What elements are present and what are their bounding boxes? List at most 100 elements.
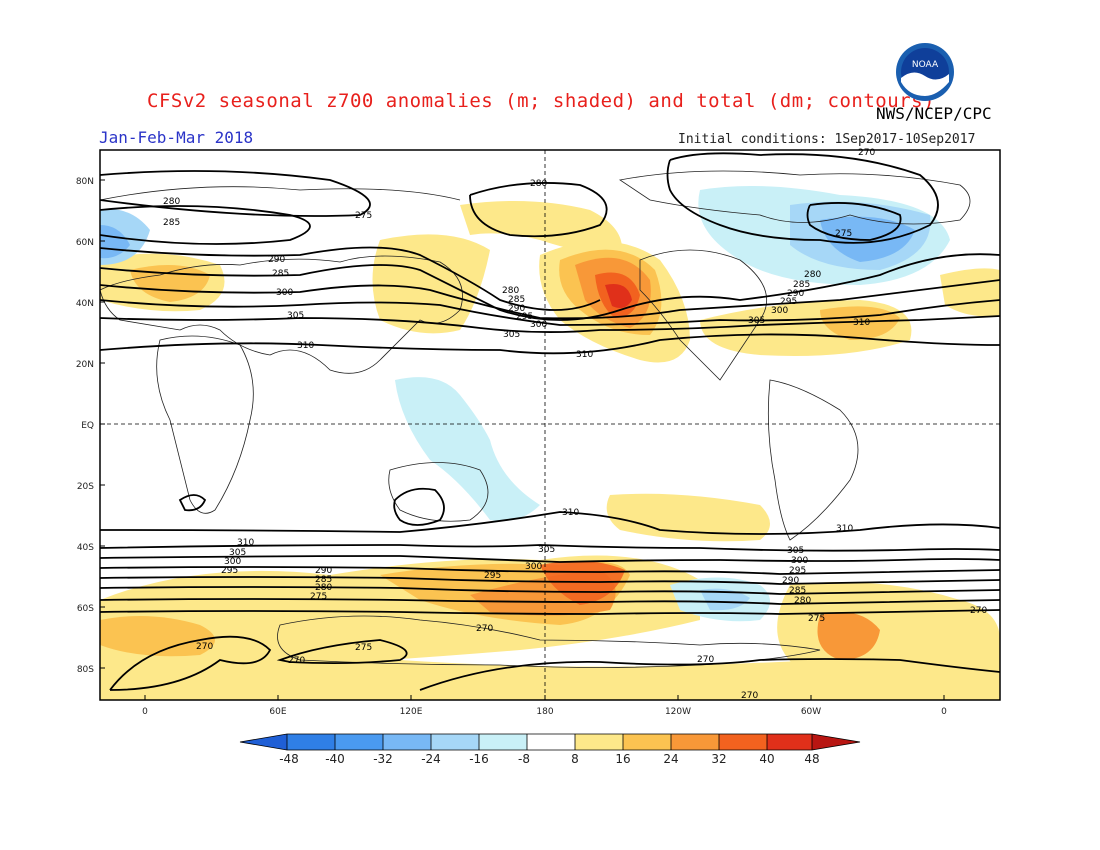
anomaly-shading bbox=[100, 186, 1000, 700]
contour-label: 280 bbox=[315, 583, 332, 593]
colorbar-bin bbox=[527, 734, 575, 750]
coastlines bbox=[100, 170, 971, 668]
contour-label: 300 bbox=[530, 320, 547, 330]
colorbar-label: 24 bbox=[663, 752, 678, 766]
contour-label: 295 bbox=[484, 571, 501, 581]
contour-label: 295 bbox=[516, 312, 533, 322]
lon-tick: 0 bbox=[941, 707, 947, 717]
lon-tick: 60W bbox=[801, 707, 821, 717]
contour-label: 295 bbox=[789, 566, 806, 576]
contour-label: 285 bbox=[793, 280, 810, 290]
lat-tick: 40N bbox=[76, 299, 94, 309]
contour-label: 285 bbox=[789, 586, 806, 596]
contour-label: 290 bbox=[508, 304, 525, 314]
contour-label: 285 bbox=[315, 575, 332, 585]
contour-label: 270 bbox=[196, 642, 213, 652]
colorbar-label: 8 bbox=[571, 752, 579, 766]
colorbar-bin bbox=[431, 734, 479, 750]
lon-tick: 180 bbox=[536, 707, 553, 717]
colorbar-bin bbox=[767, 734, 812, 750]
contour-label: 280 bbox=[794, 596, 811, 606]
contour-label: 280 bbox=[502, 286, 519, 296]
colorbar-label: 40 bbox=[759, 752, 774, 766]
season-label: Jan-Feb-Mar 2018 bbox=[99, 128, 254, 147]
lat-tick: EQ bbox=[81, 421, 94, 431]
contour-label: 280 bbox=[163, 197, 180, 207]
colorbar-bin bbox=[335, 734, 383, 750]
contour-label: 285 bbox=[272, 269, 289, 279]
contour-label: 305 bbox=[748, 316, 765, 326]
lon-tick: 60E bbox=[269, 707, 286, 717]
colorbar-bin bbox=[623, 734, 671, 750]
contour-label: 270 bbox=[970, 606, 987, 616]
contour-label: 270 bbox=[697, 655, 714, 665]
contour-label: 285 bbox=[508, 295, 525, 305]
contour-label: 275 bbox=[835, 229, 852, 239]
lat-tick: 80N bbox=[76, 177, 94, 187]
lon-tick: 0 bbox=[142, 707, 148, 717]
contour-label: 300 bbox=[791, 556, 808, 566]
contour-label: 280 bbox=[530, 179, 547, 189]
chart-title: CFSv2 seasonal z700 anomalies (m; shaded… bbox=[147, 90, 935, 112]
lon-axis: 0 60E 120E 180 120W 60W 0 bbox=[142, 695, 947, 717]
initial-conditions-label: Initial conditions: 1Sep2017-10Sep2017 bbox=[678, 132, 976, 147]
contour-labels: 280 285 275 280 290 285 300 305 310 280 … bbox=[163, 148, 987, 701]
lat-tick: 20S bbox=[77, 482, 94, 492]
colorbar-bin bbox=[287, 734, 335, 750]
contour-label: 270 bbox=[288, 656, 305, 666]
contour-label: 300 bbox=[771, 306, 788, 316]
colorbar-bin bbox=[671, 734, 719, 750]
colorbar: -48 -40 -32 -24 -16 -8 8 16 24 32 40 48 bbox=[239, 733, 861, 766]
contour-label: 305 bbox=[229, 548, 246, 558]
lat-tick: 60N bbox=[76, 238, 94, 248]
contour-label: 270 bbox=[476, 624, 493, 634]
contour-label: 300 bbox=[276, 288, 293, 298]
contour-label: 300 bbox=[525, 562, 542, 572]
contour-label: 275 bbox=[355, 643, 372, 653]
lat-tick: 60S bbox=[77, 604, 94, 614]
contour-label: 305 bbox=[287, 311, 304, 321]
lat-tick: 20N bbox=[76, 360, 94, 370]
contour-label: 310 bbox=[576, 350, 593, 360]
map-frame bbox=[99, 149, 1001, 701]
contour-label: 275 bbox=[808, 614, 825, 624]
colorbar-low-arrow bbox=[240, 734, 287, 750]
lat-tick: 40S bbox=[77, 543, 94, 553]
contour-label: 290 bbox=[787, 289, 804, 299]
contour-label: 305 bbox=[503, 330, 520, 340]
colorbar-bin bbox=[575, 734, 623, 750]
contour-label: 290 bbox=[315, 566, 332, 576]
contour-label: 310 bbox=[562, 508, 579, 518]
colorbar-label: -48 bbox=[279, 752, 299, 766]
contour-label: 290 bbox=[268, 255, 285, 265]
contour-label: 295 bbox=[221, 566, 238, 576]
contour-label: 270 bbox=[741, 691, 758, 701]
contour-label: 290 bbox=[782, 576, 799, 586]
contour-label: 285 bbox=[163, 218, 180, 228]
colorbar-label: -8 bbox=[518, 752, 530, 766]
logo-text: NOAA bbox=[912, 60, 939, 70]
lat-tick: 80S bbox=[77, 665, 94, 675]
colorbar-bin bbox=[719, 734, 767, 750]
contour-label: 305 bbox=[538, 545, 555, 555]
colorbar-bin bbox=[383, 734, 431, 750]
contour-label: 310 bbox=[237, 538, 254, 548]
contour-label: 310 bbox=[297, 341, 314, 351]
lon-tick: 120W bbox=[665, 707, 691, 717]
contour-label: 310 bbox=[853, 318, 870, 328]
height-contours bbox=[100, 152, 1000, 691]
contour-label: 275 bbox=[355, 211, 372, 221]
colorbar-label: 16 bbox=[615, 752, 630, 766]
colorbar-high-arrow bbox=[812, 734, 860, 750]
colorbar-label: 48 bbox=[804, 752, 819, 766]
agency-label: NWS/NCEP/CPC bbox=[876, 104, 992, 123]
contour-label: 300 bbox=[224, 557, 241, 567]
contour-label: 310 bbox=[836, 524, 853, 534]
colorbar-label: -24 bbox=[421, 752, 441, 766]
contour-label: 305 bbox=[787, 546, 804, 556]
colorbar-label: 32 bbox=[711, 752, 726, 766]
lon-tick: 120E bbox=[400, 707, 423, 717]
lat-axis: 80N 60N 40N 20N EQ 20S 40S 60S 80S bbox=[76, 177, 105, 675]
contour-label: 270 bbox=[858, 148, 875, 158]
